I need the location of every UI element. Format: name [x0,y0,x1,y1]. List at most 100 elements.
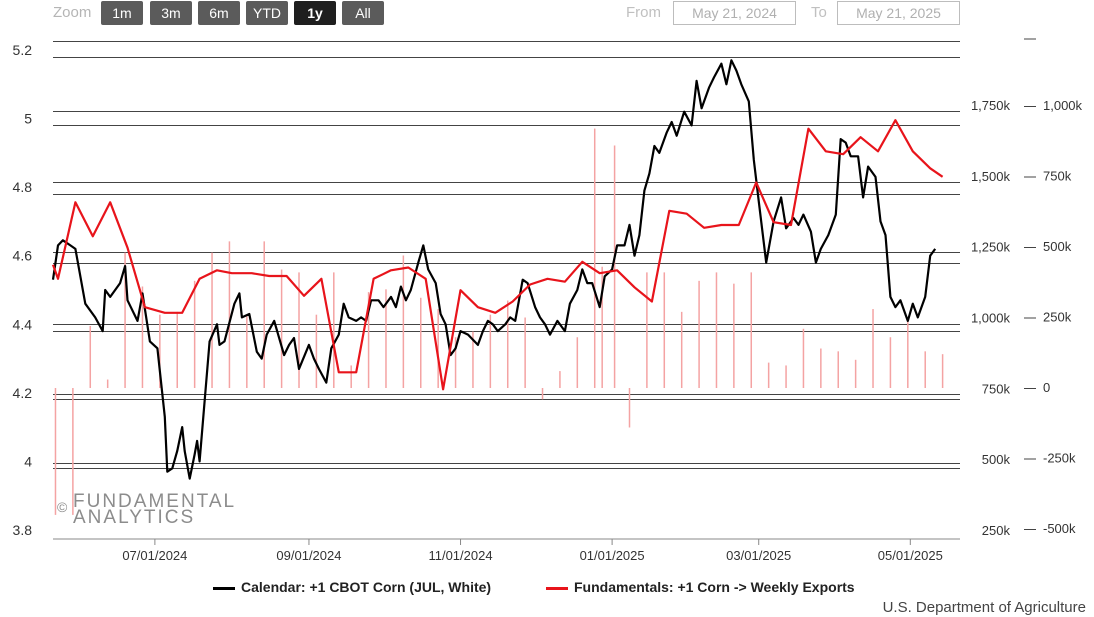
export-bar [750,272,753,388]
export-bar [298,272,300,388]
export-bar [489,314,492,388]
zoom-all-button[interactable]: All [342,1,384,25]
export-bar [176,311,178,388]
export-bar [211,252,213,388]
y-right-tick-label: 750k [982,381,1011,396]
y-right2-tick-label: 1,000k [1043,98,1083,113]
export-bar [715,272,718,388]
legend-swatch-red [546,586,568,590]
export-bar [333,272,335,388]
export-bar [837,351,839,388]
export-bar [402,255,405,388]
export-bar [593,128,596,388]
export-bar [141,286,144,388]
export-bar [350,365,352,388]
x-tick-label: 09/01/2024 [276,548,341,563]
zoom-1m-button[interactable]: 1m [101,1,143,25]
export-bar [680,311,683,388]
export-bar [907,320,909,388]
price-exports-chart: 5.2 5 4.8 4.6 4.4 4.2 4 3.8 1,750k 1,500k 1,250k 1,… [13,38,1083,563]
x-tick-label: 03/01/2025 [726,548,791,563]
export-bar [785,365,787,388]
y-left-tick-label: 4.4 [13,316,33,332]
zoom-3m-button[interactable]: 3m [150,1,192,25]
export-bar [506,300,509,388]
export-bar [246,314,248,388]
legend-swatch-black [213,586,235,590]
from-date-input[interactable] [673,1,796,25]
export-bar [437,309,439,388]
y-left-tick-label: 5.2 [13,42,33,58]
fundamentals-series-line [51,119,944,391]
export-bar [854,359,857,388]
export-bar [663,272,666,388]
legend-label-calendar: Calendar: +1 CBOT Corn (JUL, White) [241,579,492,595]
y-right-tick-label: 1,500k [971,169,1011,184]
export-bar [420,297,422,388]
y-left-tick-label: 3.8 [13,522,33,538]
export-bar [193,280,196,388]
y-right2-tick-label: 250k [1043,310,1072,325]
from-label: From [626,4,661,21]
export-bar [385,289,387,388]
export-bar [613,145,616,388]
to-label: To [811,4,827,21]
y-left-tick-label: 4.8 [13,179,33,195]
export-bar [228,241,231,388]
export-bar [628,388,631,428]
export-bar [315,314,318,388]
calendar-series-line [51,59,937,480]
x-tick-label: 11/01/2024 [428,548,492,563]
y-right2-tick-label: 0 [1043,380,1050,395]
export-bar [454,337,457,388]
watermark-line-1: FUNDAMENTAL [73,491,237,512]
export-bar [159,314,161,388]
y-right-tick-label: 500k [982,452,1011,467]
legend-item-fundamentals[interactable]: Fundamentals: +1 Corn -> Weekly Exports [546,579,855,595]
export-bar [601,266,603,388]
export-bar [559,371,561,388]
zoom-ytd-button[interactable]: YTD [246,1,288,25]
export-bar [89,325,92,388]
zoom-6m-button[interactable]: 6m [198,1,240,25]
export-bar [889,337,892,388]
y-right-tick-label: 1,250k [971,240,1011,255]
export-bar [872,309,874,388]
zoom-1y-button[interactable]: 1y [294,1,336,25]
export-bar [767,362,770,388]
x-tick-label: 05/01/2025 [878,548,943,563]
source-credit: U.S. Department of Agriculture [882,599,1086,616]
y-left-tick-label: 4 [24,453,32,469]
y-left-tick-label: 5 [24,111,32,127]
y-right-tick-label: 1,000k [971,311,1011,326]
export-bar [280,269,283,388]
range-selector-toolbar: Zoom 1m 3m 6m YTD 1y All From To [0,0,1094,28]
to-date-input[interactable] [837,1,960,25]
export-bar [367,292,370,388]
export-bar [646,272,648,388]
export-bar [263,241,265,388]
copyright-symbol: © [57,499,68,515]
export-bar [698,280,700,388]
legend-label-fundamentals: Fundamentals: +1 Corn -> Weekly Exports [574,579,855,595]
y-right2-tick-label: 750k [1043,169,1072,184]
y-right-tick-label: 1,750k [971,98,1011,113]
y-left-tick-label: 4.2 [13,385,33,401]
export-bar [820,348,822,388]
export-bar [941,354,944,388]
export-bar [733,283,735,388]
export-bar [472,331,474,388]
x-tick-label: 07/01/2024 [122,548,187,563]
export-bar [576,337,579,388]
x-tick-label: 01/01/2025 [580,548,645,563]
export-bar [802,328,805,388]
export-bar [541,388,544,400]
export-bar [106,379,109,388]
zoom-label: Zoom [53,4,92,21]
export-bar [72,388,74,515]
legend-item-calendar[interactable]: Calendar: +1 CBOT Corn (JUL, White) [213,579,491,595]
export-bar [124,252,126,388]
y-right-tick-label: 250k [982,523,1011,538]
y-right2-tick-label: 500k [1043,239,1072,254]
export-bar [524,317,526,388]
